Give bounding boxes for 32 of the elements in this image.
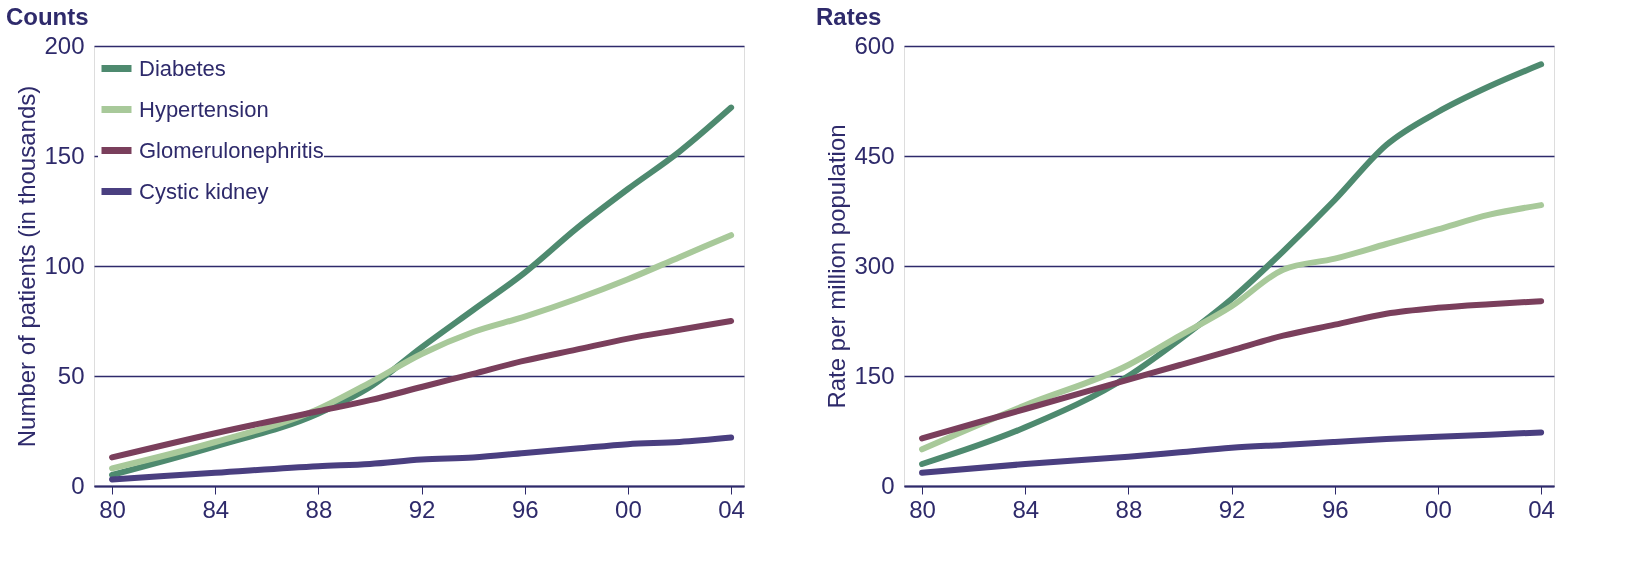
legend-label: Glomerulonephritis [139,137,324,163]
y-axis-title: Number of patients (in thousands) [13,85,41,448]
y-tick-label: 200 [44,31,85,59]
y-tick-label: 50 [57,361,85,389]
legend-label: Hypertension [139,96,269,122]
chart-title: Rates [815,3,882,30]
y-tick-label: 0 [71,471,85,499]
y-tick-label: 300 [854,251,895,279]
x-tick-label: 88 [305,495,333,523]
chart-title: Counts [5,3,89,30]
x-tick-label: 88 [1115,495,1143,523]
x-tick-label: 92 [1218,495,1246,523]
x-tick-label: 84 [1012,495,1040,523]
y-tick-label: 450 [854,141,895,169]
x-tick-label: 84 [202,495,230,523]
x-tick-label: 00 [1425,495,1452,523]
y-tick-label: 150 [44,141,85,169]
y-tick-label: 150 [854,361,895,389]
legend-label: Cystic kidney [139,178,269,204]
y-tick-label: 100 [44,251,85,279]
x-tick-label: 04 [718,495,745,523]
y-tick-label: 0 [881,471,895,499]
x-tick-label: 80 [99,495,126,523]
x-tick-label: 80 [909,495,936,523]
x-tick-label: 00 [615,495,642,523]
x-tick-label: 96 [511,495,539,523]
y-tick-label: 600 [854,31,895,59]
legend-label: Diabetes [139,55,226,81]
x-tick-label: 04 [1528,495,1555,523]
x-tick-label: 92 [408,495,436,523]
y-axis-title: Rate per million population [823,124,851,409]
x-tick-label: 96 [1321,495,1349,523]
